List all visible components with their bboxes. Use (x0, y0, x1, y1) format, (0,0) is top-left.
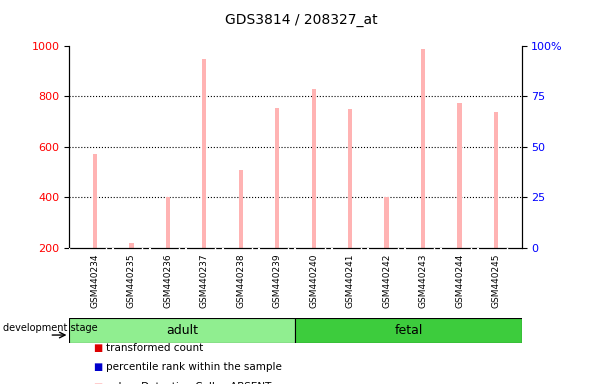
Text: fetal: fetal (394, 324, 423, 336)
Text: transformed count: transformed count (106, 343, 203, 353)
Text: percentile rank within the sample: percentile rank within the sample (106, 362, 282, 372)
Text: GSM440239: GSM440239 (273, 253, 282, 308)
Text: GSM440243: GSM440243 (418, 253, 428, 308)
Text: value, Detection Call = ABSENT: value, Detection Call = ABSENT (106, 382, 271, 384)
Text: ■: ■ (93, 343, 103, 353)
Text: GSM440241: GSM440241 (346, 253, 355, 308)
Bar (275, 108, 279, 248)
Text: ■: ■ (93, 382, 103, 384)
Bar (385, 197, 389, 248)
Text: GSM440235: GSM440235 (127, 253, 136, 308)
Text: development stage: development stage (3, 323, 98, 333)
Bar (202, 59, 206, 248)
Text: GSM440237: GSM440237 (200, 253, 209, 308)
Bar (295, 318, 522, 343)
Text: adult: adult (166, 324, 198, 336)
Bar (129, 243, 133, 248)
Text: GSM440242: GSM440242 (382, 253, 391, 308)
Text: GSM440245: GSM440245 (491, 253, 500, 308)
Text: GSM440236: GSM440236 (163, 253, 172, 308)
Bar (239, 170, 243, 248)
Text: GDS3814 / 208327_at: GDS3814 / 208327_at (225, 13, 378, 27)
Text: ■: ■ (93, 362, 103, 372)
Bar (494, 112, 498, 248)
Text: GSM440240: GSM440240 (309, 253, 318, 308)
Bar (166, 197, 170, 248)
Bar (93, 154, 97, 248)
Bar (348, 109, 352, 248)
Bar (69, 318, 295, 343)
Bar (312, 89, 316, 248)
Text: GSM440238: GSM440238 (236, 253, 245, 308)
Text: GSM440234: GSM440234 (90, 253, 99, 308)
Bar (458, 103, 462, 248)
Bar (421, 49, 425, 248)
Text: GSM440244: GSM440244 (455, 253, 464, 308)
